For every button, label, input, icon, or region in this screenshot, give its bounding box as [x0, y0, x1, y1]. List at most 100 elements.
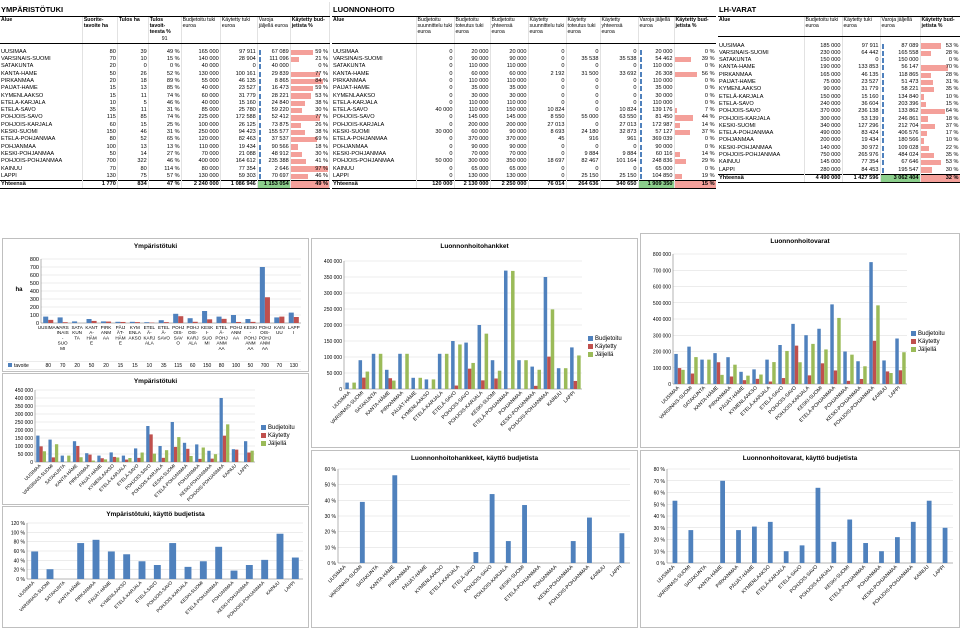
bar-budjetoitu	[345, 382, 349, 389]
percent-used-cell: 0 %	[674, 136, 716, 144]
bar-käytetty-bud-jetista-	[752, 526, 757, 563]
bar-budjetoitu	[170, 422, 174, 462]
value-cell: 32 873	[600, 128, 639, 137]
region-name: POHJOIS-POHJANMAA	[0, 158, 83, 166]
x-tick-label: I-	[206, 330, 209, 335]
value-cell: 33 692	[600, 70, 639, 78]
region-name: PÄIJÄT-HÄME	[718, 78, 805, 87]
bar-jäljellä	[177, 437, 181, 462]
x-tick-label: LAPPI	[563, 390, 577, 404]
percent-used-cell: 18 %	[920, 115, 960, 123]
value-cell: 140 000	[181, 55, 221, 64]
bar-jäljellä	[811, 343, 815, 384]
value-cell: 145 000	[490, 114, 529, 122]
value-cell: 0	[566, 143, 601, 151]
bar-tavoite	[245, 319, 251, 323]
bar-jäljellä	[128, 458, 132, 462]
x-tick-label: LAPPI	[609, 564, 623, 578]
value-cell: 90 566	[257, 143, 291, 151]
bar-jäljellä	[484, 333, 489, 389]
percent-used-cell: 18 %	[290, 143, 330, 151]
value-cell: 27 013	[528, 121, 567, 129]
total-value: 49 %	[290, 179, 330, 190]
x-tick-label: POHJ	[244, 335, 256, 340]
value-cell: 0	[416, 121, 455, 129]
x-tick-label: AA	[247, 346, 254, 351]
y-tick-label: 10 %	[654, 549, 666, 555]
bar-käytetty	[885, 371, 890, 384]
value-cell: 110 000	[454, 99, 491, 107]
table-row: KESKI-POHJANMAA 50 14 27 % 70 000 21 088 48 91…	[0, 150, 330, 159]
percent-used-cell: 53 %	[290, 92, 330, 100]
value-cell: 40 000	[181, 63, 221, 71]
table-row: KYMENLAAKSO 90 000 31 779 58 221 35 %	[718, 86, 960, 94]
y-tick-label: 0 %	[656, 561, 665, 567]
table-row: KYMENLAAKSO 15 11 74 % 60 000 31 779 28 221 53 …	[0, 92, 330, 100]
y-tick-label: 200 000	[324, 323, 342, 329]
bar-käytetty	[125, 459, 129, 462]
region-name: KESKI-SUOMI	[332, 128, 417, 137]
region-name: KAINUU	[0, 165, 83, 173]
bar-tavoite	[144, 322, 150, 323]
value-cell: 40 000	[181, 99, 221, 107]
value-cell: 10 824	[528, 106, 567, 115]
percent-used-cell: 29 %	[674, 158, 716, 166]
bar-tavoite	[187, 318, 193, 323]
region-name: KANTA-HÄME	[0, 70, 83, 78]
bar-jäljellä	[54, 444, 59, 462]
x-tick-label: AA	[103, 335, 110, 340]
value-cell: 0	[416, 165, 455, 173]
x-tick-label: ÄT-	[117, 329, 125, 335]
bar-käytetty-bud-jetista-	[688, 530, 694, 563]
column-header: Budjetoitu tuki euroa	[181, 16, 221, 36]
y-tick-label: 100 %	[11, 530, 26, 536]
table-row: ETELÄ-KARJALA 0 110 000 110 000 0 0 0 110 000 0 …	[332, 99, 716, 107]
bar-käytetty	[186, 448, 190, 462]
value-cell: 90 000	[490, 55, 529, 64]
value-cell: 130 000	[181, 172, 221, 181]
value-cell: 110 000	[490, 77, 529, 86]
x-tick-label: ANM	[101, 330, 111, 335]
total-row: Yhteensä 120 000 2 130 000 2 250 000 76 014 2…	[332, 179, 716, 190]
value-cell: 30 000	[454, 92, 491, 100]
value-cell: 20 000	[638, 48, 675, 56]
value-cell: 13 %	[148, 143, 182, 151]
bar-budjetoitu	[517, 360, 521, 389]
region-name: VARSINAIS-SUOMI	[332, 55, 417, 64]
bar-käytetty	[872, 340, 877, 384]
table-row: POHJOIS-POHJANMAA 50 000 300 000 350 000 18 …	[332, 158, 716, 166]
value-cell: 0	[566, 121, 601, 129]
value-cell: 212 704	[880, 122, 921, 130]
data-table-value: 115	[174, 363, 182, 369]
value-cell: 155 577	[257, 128, 291, 137]
value-cell: 0	[416, 172, 455, 181]
x-tick-label: E	[119, 341, 122, 346]
value-cell: 19 434	[842, 137, 881, 145]
column-header: Varoja jäljellä euroa	[638, 16, 675, 36]
bar-budjetoitu	[543, 277, 548, 389]
value-cell: 190 000	[804, 64, 843, 72]
value-cell: 750 000	[804, 151, 843, 160]
bar-budjetoitu	[477, 325, 482, 389]
bar-käytetty	[481, 380, 485, 389]
bar-käytetty	[794, 345, 799, 384]
percent-used-cell: 39 %	[674, 55, 716, 64]
table-row: KANTA-HÄME 0 60 000 60 000 2 192 31 500 33 692…	[332, 70, 716, 78]
bar-tulos	[134, 322, 140, 323]
bar-käytetty-bud-jetista-	[863, 543, 868, 563]
value-cell: 0	[416, 92, 455, 100]
y-tick-label: 50 000	[327, 371, 343, 377]
total-value: 1 770	[82, 179, 118, 190]
bar-jäljellä	[902, 352, 906, 384]
region-name: KANTA-HÄME	[718, 64, 805, 72]
total-value: 340 650	[600, 179, 639, 190]
table-row: POHJOIS-POHJANMAA 750 000 265 976 484 024 35…	[718, 151, 960, 160]
bar-käytetty-bud-jetista-	[215, 546, 223, 579]
bar-tavoite	[216, 316, 222, 323]
region-name: PIRKANMAA	[718, 71, 805, 79]
bar-tavoite	[259, 267, 265, 323]
bar-käytetty-bud-jetista-	[879, 551, 884, 563]
value-cell: 31 500	[566, 70, 601, 78]
x-tick-label: Ä-	[147, 329, 152, 335]
value-cell: 0	[416, 48, 455, 56]
